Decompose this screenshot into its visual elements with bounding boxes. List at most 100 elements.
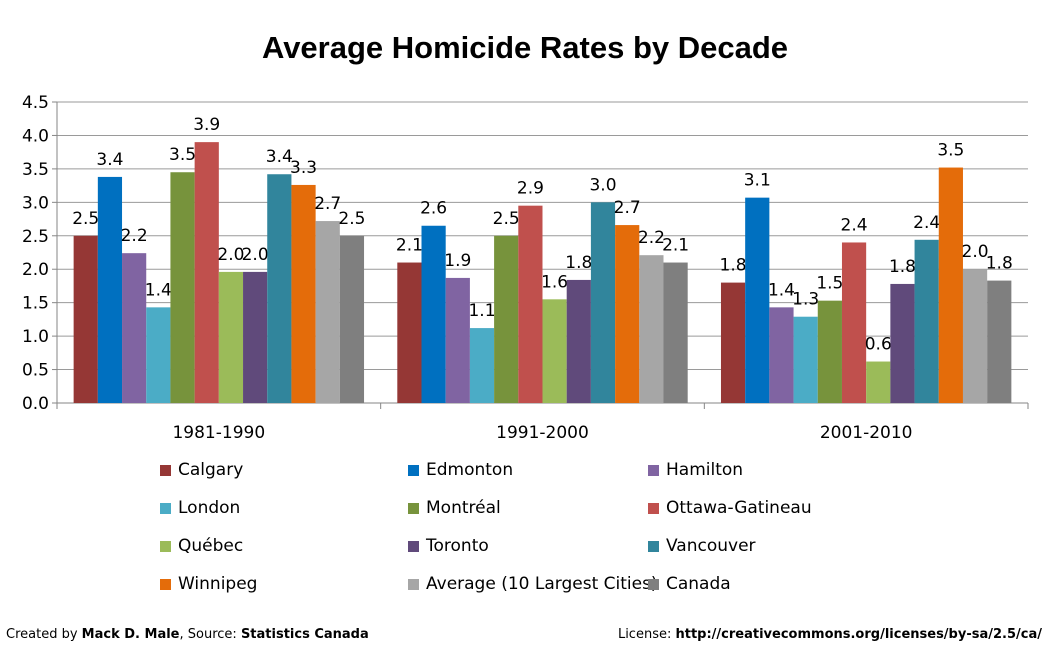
legend-item: Ottawa-Gatineau	[648, 498, 812, 518]
x-tick-label: 2001-2010	[820, 423, 913, 443]
bar	[841, 242, 867, 403]
bar	[914, 239, 939, 403]
bar	[890, 283, 915, 403]
bar	[218, 271, 244, 403]
data-label: 2.7	[614, 198, 641, 218]
bar	[745, 197, 770, 403]
legend-label: Hamilton	[666, 460, 744, 480]
bar	[518, 205, 543, 403]
legend-item: London	[160, 498, 240, 518]
data-label: 2.5	[72, 209, 99, 229]
legend-item: Toronto	[408, 536, 489, 556]
legend-swatch	[408, 578, 419, 590]
bar	[639, 255, 664, 403]
bar	[542, 299, 567, 403]
data-label: 1.5	[816, 274, 843, 294]
x-tick-label: 1991-2000	[496, 423, 589, 443]
legend-item: Average (10 Largest Cities)	[408, 574, 658, 594]
data-label: 2.2	[638, 228, 665, 248]
y-tick-label: 0.5	[22, 361, 49, 381]
bar	[194, 142, 219, 403]
legend-label: Average (10 Largest Cities)	[426, 574, 658, 594]
legend-item: Québec	[160, 536, 243, 556]
legend-item: Edmonton	[408, 460, 513, 480]
bar	[267, 174, 292, 403]
legend-label: Vancouver	[666, 536, 756, 556]
data-label: 1.8	[565, 253, 592, 273]
legend-swatch	[160, 502, 171, 514]
data-label: 3.1	[744, 171, 771, 191]
data-label: 2.1	[396, 236, 423, 256]
legend-label: Ottawa-Gatineau	[666, 498, 812, 518]
footer-credit: Created by Mack D. Male, Source: Statist…	[6, 627, 369, 642]
legend-label: Winnipeg	[178, 574, 258, 594]
legend-item: Canada	[648, 574, 731, 594]
bar	[494, 235, 519, 403]
bar	[339, 235, 365, 403]
footer-source: Statistics Canada	[240, 627, 369, 642]
y-tick-label: 3.0	[22, 193, 49, 213]
legend-swatch	[160, 540, 171, 552]
data-label: 2.0	[962, 242, 989, 262]
data-label: 3.9	[193, 115, 220, 135]
data-label: 2.4	[913, 213, 940, 233]
bar	[987, 280, 1012, 403]
data-label: 3.4	[96, 150, 123, 170]
data-label: 1.1	[468, 301, 495, 321]
legend-swatch	[408, 464, 419, 476]
legend-swatch	[408, 502, 419, 514]
chart-title: Average Homicide Rates by Decade	[261, 30, 789, 65]
data-label: 2.7	[314, 194, 341, 214]
bar	[590, 202, 616, 403]
bar	[663, 262, 688, 403]
data-label: 1.8	[986, 254, 1013, 274]
bar	[97, 176, 123, 403]
data-label: 3.3	[290, 158, 317, 178]
data-label: 3.0	[589, 175, 616, 195]
bar	[315, 221, 340, 403]
bar	[566, 279, 591, 403]
bar	[962, 269, 988, 403]
legend-label: Calgary	[178, 460, 244, 480]
data-label: 1.4	[768, 280, 795, 300]
legend-label: Montréal	[426, 498, 501, 518]
data-label: 2.6	[420, 199, 447, 219]
bar	[817, 300, 842, 403]
legend-swatch	[648, 464, 659, 476]
legend-item: Hamilton	[648, 460, 743, 480]
bar	[73, 235, 98, 403]
data-label: 3.5	[937, 141, 964, 161]
bar	[615, 225, 640, 403]
y-tick-label: 3.5	[22, 160, 49, 180]
bar	[397, 262, 422, 403]
bar	[938, 167, 963, 403]
legend-swatch	[160, 578, 171, 590]
y-tick-label: 0.0	[22, 394, 49, 414]
data-label: 1.9	[444, 251, 471, 271]
bar	[720, 282, 746, 403]
legend-swatch	[648, 540, 659, 552]
data-label: 2.0	[217, 245, 244, 265]
bar	[445, 277, 470, 403]
data-label: 2.2	[121, 226, 148, 246]
footer-license-url[interactable]: http://creativecommons.org/licenses/by-s…	[675, 627, 1042, 642]
footer-source-prefix: , Source:	[179, 627, 241, 642]
data-label: 1.8	[720, 256, 747, 276]
y-tick-label: 4.5	[22, 93, 49, 113]
data-label: 3.5	[169, 145, 196, 165]
data-label: 2.4	[841, 215, 868, 235]
footer-license: License: http://creativecommons.org/lice…	[618, 627, 1042, 642]
legend-label: Toronto	[426, 536, 489, 556]
legend-swatch	[408, 540, 419, 552]
legend-item: Montréal	[408, 498, 501, 518]
data-label: 2.1	[662, 236, 689, 256]
bar	[469, 328, 495, 403]
data-label: 2.0	[242, 245, 269, 265]
y-tick-label: 1.5	[22, 294, 49, 314]
legend-label: Canada	[666, 574, 731, 594]
footer-created-prefix: Created by	[6, 627, 82, 642]
y-tick-label: 4.0	[22, 126, 49, 146]
legend-label: Edmonton	[426, 460, 514, 480]
legend-item: Calgary	[160, 460, 243, 480]
